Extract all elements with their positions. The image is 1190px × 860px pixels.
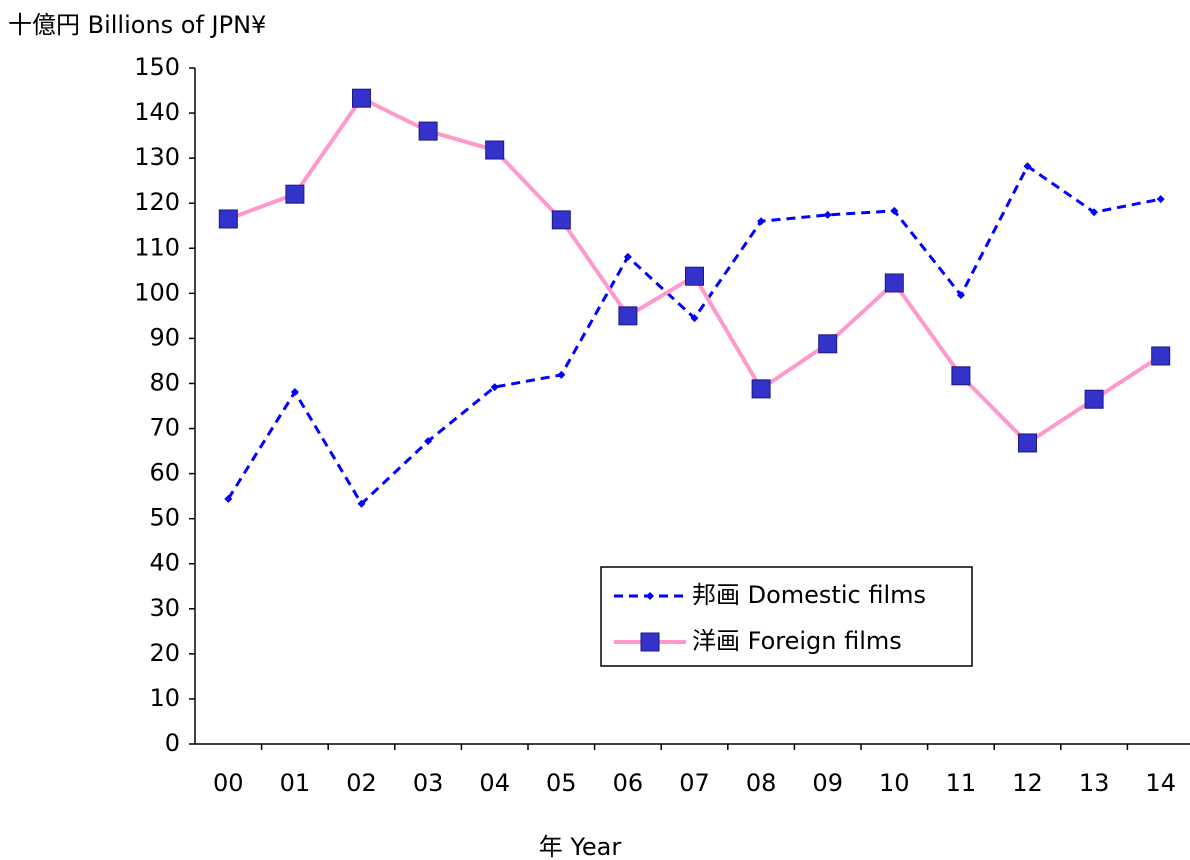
legend-label: 洋画 Foreign films bbox=[692, 627, 902, 655]
y-tick-label: 120 bbox=[134, 188, 180, 216]
point bbox=[818, 334, 838, 354]
point bbox=[218, 209, 238, 229]
point bbox=[690, 314, 699, 323]
point bbox=[557, 370, 566, 379]
point bbox=[290, 388, 299, 397]
x-tick-label: 14 bbox=[1145, 769, 1176, 797]
x-tick-label: 03 bbox=[413, 769, 444, 797]
point bbox=[685, 266, 704, 286]
point bbox=[618, 306, 638, 326]
x-tick-label: 12 bbox=[1012, 769, 1043, 797]
point bbox=[884, 273, 904, 293]
y-tick-label: 110 bbox=[134, 233, 180, 261]
y-tick-label: 100 bbox=[134, 278, 180, 306]
point bbox=[951, 366, 971, 386]
point bbox=[1023, 162, 1032, 171]
point bbox=[1156, 195, 1165, 204]
point bbox=[357, 499, 366, 508]
series-line bbox=[227, 164, 1161, 507]
point bbox=[418, 121, 438, 141]
point bbox=[1018, 433, 1037, 453]
point bbox=[1151, 346, 1171, 366]
x-axis-label: 年 Year bbox=[539, 833, 622, 860]
y-tick-label: 70 bbox=[149, 414, 180, 442]
point bbox=[823, 210, 832, 219]
x-tick-label: 05 bbox=[546, 769, 577, 797]
x-tick-label: 04 bbox=[479, 769, 510, 797]
point bbox=[1090, 208, 1099, 217]
x-tick-label: 06 bbox=[613, 769, 644, 797]
point bbox=[424, 437, 433, 446]
y-axis-label: 十億円 Billions of JPN¥ bbox=[8, 11, 266, 39]
x-tick-label: 09 bbox=[812, 769, 843, 797]
legend-marker bbox=[646, 592, 654, 600]
x-tick-label: 10 bbox=[879, 769, 910, 797]
x-tick-label: 02 bbox=[346, 769, 377, 797]
point bbox=[757, 217, 766, 226]
point bbox=[956, 291, 965, 300]
y-tick-label: 10 bbox=[149, 684, 180, 712]
point bbox=[352, 88, 371, 108]
point bbox=[751, 379, 771, 399]
point bbox=[485, 140, 505, 160]
point bbox=[623, 252, 632, 261]
legend-label: 邦画 Domestic films bbox=[692, 581, 926, 609]
x-tick-label: 01 bbox=[280, 769, 311, 797]
legend-marker bbox=[640, 632, 660, 652]
point bbox=[285, 184, 305, 204]
y-tick-label: 130 bbox=[134, 143, 180, 171]
x-tick-label: 13 bbox=[1079, 769, 1110, 797]
y-tick-label: 0 bbox=[165, 729, 180, 757]
y-tick-label: 90 bbox=[149, 323, 180, 351]
y-tick-label: 80 bbox=[149, 368, 180, 396]
point bbox=[551, 210, 571, 230]
y-tick-label: 30 bbox=[149, 594, 180, 622]
x-tick-label: 07 bbox=[679, 769, 710, 797]
point bbox=[224, 494, 233, 503]
y-tick-label: 50 bbox=[149, 504, 180, 532]
x-tick-label: 00 bbox=[213, 769, 244, 797]
y-tick-label: 140 bbox=[134, 98, 180, 126]
y-tick-label: 60 bbox=[149, 459, 180, 487]
legend bbox=[600, 566, 973, 667]
y-tick-label: 20 bbox=[149, 639, 180, 667]
y-tick-label: 40 bbox=[149, 549, 180, 577]
y-tick-label: 150 bbox=[134, 53, 180, 81]
x-tick-label: 11 bbox=[946, 769, 977, 797]
point bbox=[490, 383, 499, 392]
x-tick-label: 08 bbox=[746, 769, 777, 797]
point bbox=[890, 206, 899, 215]
point bbox=[1084, 389, 1104, 409]
